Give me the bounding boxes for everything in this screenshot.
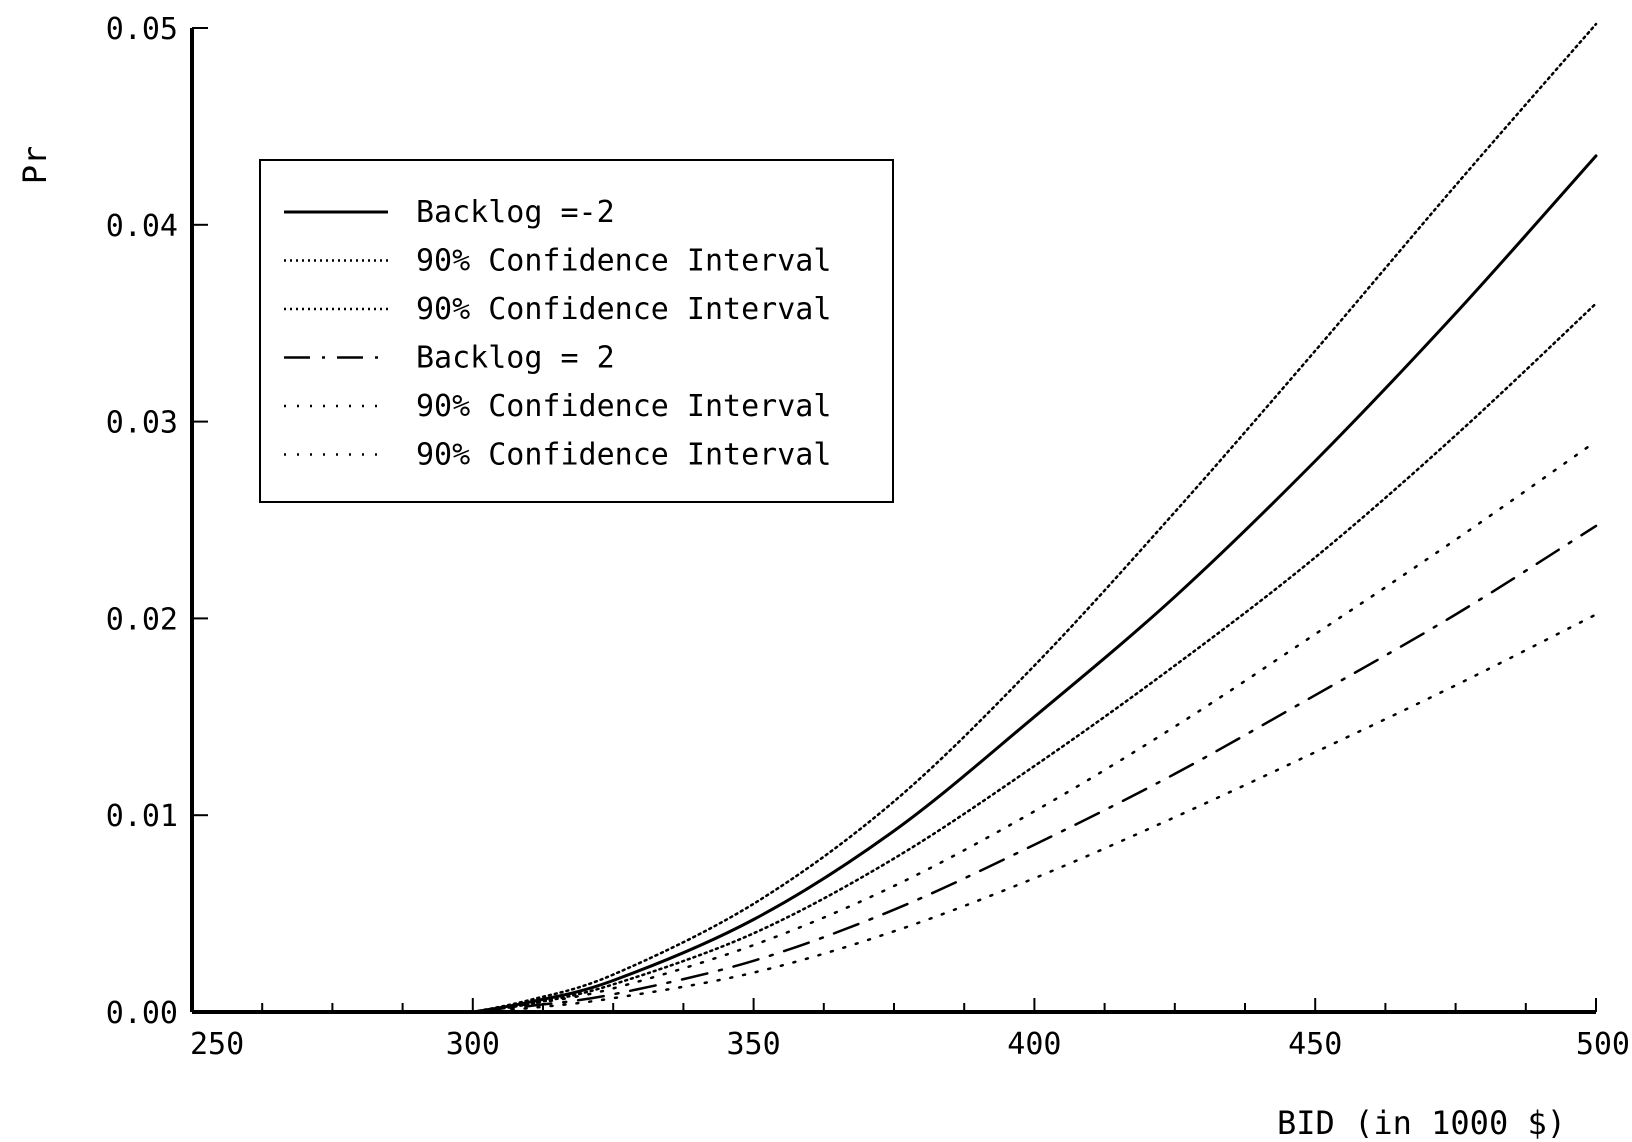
- series-line-2: [471, 22, 1598, 1014]
- x-ticks: 250 300 350 400 450 500: [190, 998, 1630, 1062]
- y-tick-label: 0.02: [106, 602, 178, 637]
- x-axis-label: BID (in 1000 $): [1277, 1104, 1566, 1142]
- series-line-3: [471, 302, 1598, 1014]
- series-line-5: [471, 440, 1598, 1014]
- legend-entry-label: Backlog = 2: [416, 341, 615, 376]
- x-tick-label: 450: [1288, 1027, 1342, 1062]
- legend-entry-label: 90% Confidence Interval: [416, 244, 831, 279]
- y-tick-label: 0.00: [106, 996, 178, 1031]
- y-ticks: 0.00 0.01 0.02 0.03 0.04 0.05: [106, 12, 208, 1031]
- x-tick-label: 300: [446, 1027, 500, 1062]
- legend-entry-label: 90% Confidence Interval: [416, 438, 831, 473]
- legend-entry-label: 90% Confidence Interval: [416, 389, 831, 424]
- x-tick-label: 250: [190, 1027, 244, 1062]
- x-tick-label: 500: [1576, 1027, 1630, 1062]
- y-tick-label: 0.05: [106, 12, 178, 47]
- series-line-1: [471, 154, 1598, 1014]
- y-axis-label: Pr: [16, 146, 54, 185]
- series-line-4: [471, 524, 1598, 1014]
- plot-lines: [471, 22, 1598, 1014]
- legend-box: [259, 159, 894, 503]
- y-tick-label: 0.03: [106, 406, 178, 441]
- series-line-6: [471, 613, 1598, 1014]
- legend: Backlog =-2 90% Confidence Interval 90% Co…: [259, 159, 894, 503]
- x-tick-label: 350: [727, 1027, 781, 1062]
- y-tick-label: 0.04: [106, 209, 178, 244]
- x-tick-label: 400: [1007, 1027, 1061, 1062]
- y-tick-label: 0.01: [106, 799, 178, 834]
- legend-entry-label: Backlog =-2: [416, 195, 615, 230]
- legend-entry-label: 90% Confidence Interval: [416, 292, 831, 327]
